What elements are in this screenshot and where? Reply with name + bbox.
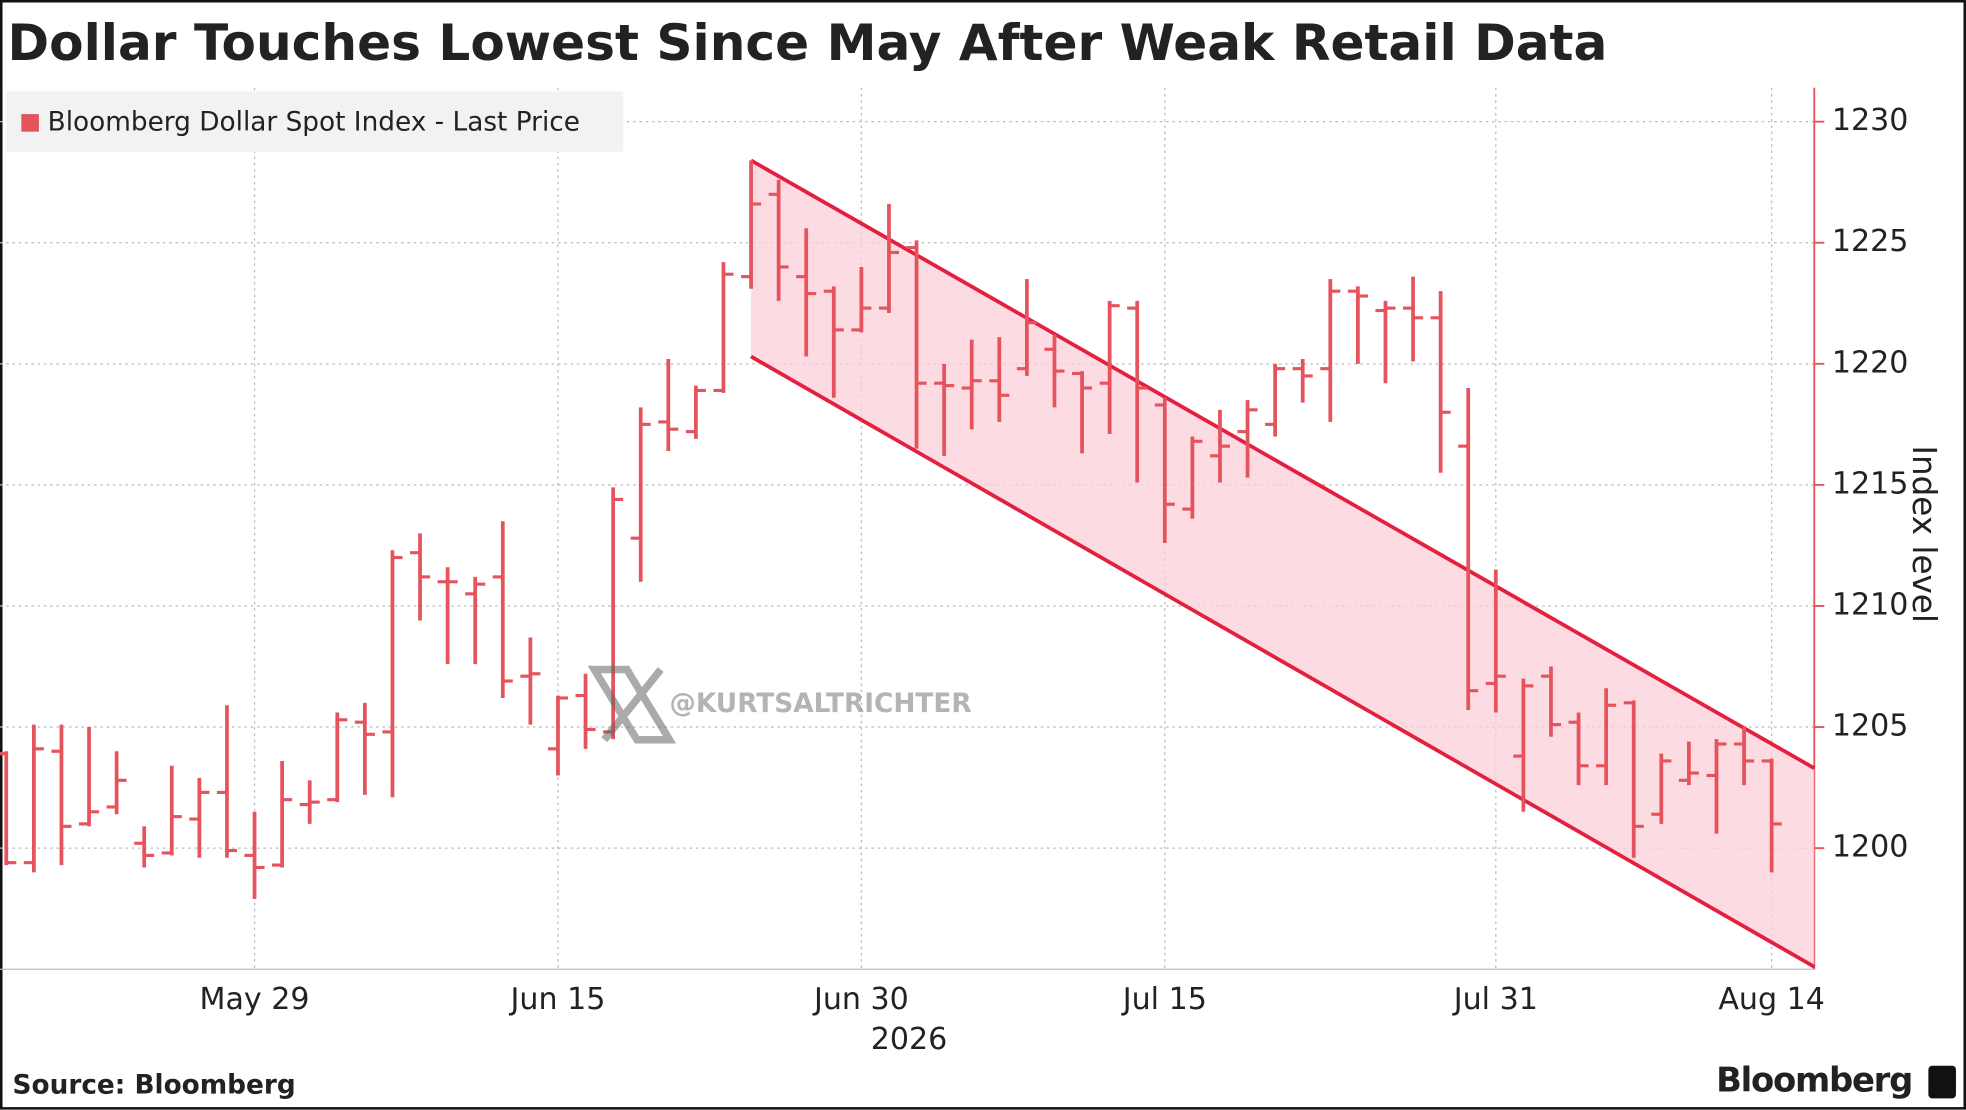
legend-box xyxy=(6,91,624,152)
y-tick-label: 1205 xyxy=(1832,709,1909,744)
x-tick-label: Jul 15 xyxy=(1121,982,1207,1017)
channel-upper xyxy=(750,158,1816,770)
y-tick-label: 1220 xyxy=(1832,345,1909,380)
y-axis-label: Index level xyxy=(1905,445,1943,623)
brand-icon xyxy=(1928,1065,1956,1099)
x-tick-label: May 29 xyxy=(200,982,310,1017)
x-tick-label: Jun 30 xyxy=(812,982,909,1017)
x-tick-label: Jun 15 xyxy=(509,982,606,1017)
watermark-text: @KURTSALTRICHTER xyxy=(670,689,972,719)
chart-title: Dollar Touches Lowest Since May After We… xyxy=(8,13,1608,72)
watermark-logo xyxy=(587,665,677,744)
y-tick-label: 1210 xyxy=(1832,587,1909,622)
y-tick-label: 1230 xyxy=(1832,103,1909,138)
bars xyxy=(0,160,1782,899)
y-tick-label: 1225 xyxy=(1832,224,1909,259)
channel-fill xyxy=(751,160,1815,967)
channel-lower xyxy=(750,354,1816,969)
y-tick-label: 1215 xyxy=(1832,466,1909,501)
source: Source: Bloomberg xyxy=(13,1070,296,1100)
legend-swatch xyxy=(21,114,39,132)
y-tick-label: 1200 xyxy=(1832,830,1909,865)
x-tick-label: Jul 31 xyxy=(1452,982,1538,1017)
legend-label: Bloomberg Dollar Spot Index - Last Price xyxy=(48,107,580,137)
x-axis-year: 2026 xyxy=(871,1022,948,1057)
channel xyxy=(750,158,1816,969)
brand: Bloomberg xyxy=(1716,1061,1912,1100)
x-tick-label: Aug 14 xyxy=(1718,982,1825,1017)
watermark: @KURTSALTRICHTER xyxy=(587,665,972,744)
